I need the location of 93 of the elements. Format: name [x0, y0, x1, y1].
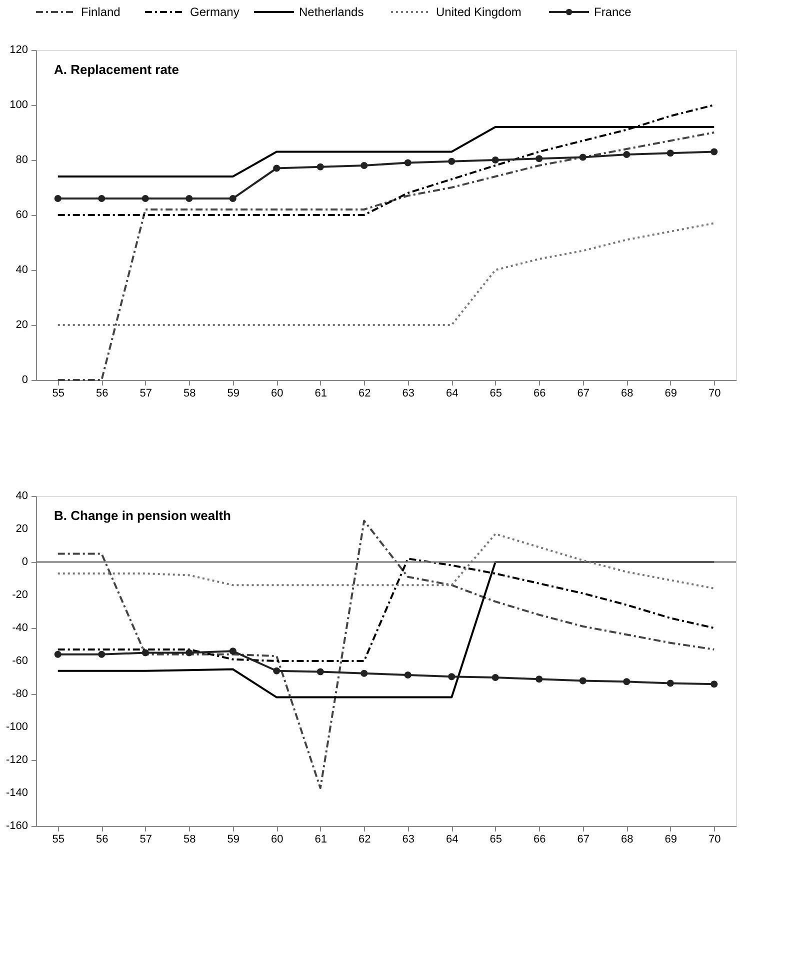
x-tick-label: 70 — [708, 388, 721, 400]
point — [710, 148, 718, 156]
y-tick-label: 120 — [10, 44, 28, 56]
x-tick-label: 63 — [402, 834, 414, 846]
x-tick-label: 57 — [140, 834, 152, 846]
point — [273, 667, 280, 674]
point — [536, 676, 543, 683]
x-tick-label: 59 — [227, 388, 240, 400]
point — [448, 673, 456, 680]
y-tick-label: 0 — [22, 556, 28, 568]
point — [316, 163, 324, 170]
point — [666, 680, 674, 687]
point — [316, 668, 324, 676]
x-tick-label: 56 — [96, 388, 108, 400]
point — [98, 650, 106, 658]
line-series — [56, 132, 716, 381]
point — [273, 164, 280, 172]
point — [404, 159, 412, 166]
x-tick-label: 57 — [140, 388, 152, 400]
point — [186, 649, 193, 656]
point — [142, 194, 149, 202]
x-tick-label: 68 — [621, 834, 634, 846]
x-tick-label: 68 — [621, 388, 634, 400]
x-tick-label: 65 — [490, 834, 502, 846]
x-tick-label: 62 — [358, 834, 371, 846]
x-tick-label: 65 — [490, 388, 502, 400]
point — [492, 674, 499, 682]
x-tick-label: 62 — [358, 388, 371, 400]
point — [360, 162, 368, 170]
legend-label: France — [594, 5, 632, 19]
point — [54, 194, 62, 202]
y-tick-label: -40 — [12, 622, 28, 634]
x-tick-label: 55 — [52, 834, 64, 846]
x-tick-label: 58 — [184, 388, 196, 400]
y-tick-label: -100 — [6, 721, 28, 733]
annotation: A. Replacement rate — [54, 62, 179, 77]
point — [142, 649, 149, 656]
point — [579, 154, 586, 161]
x-tick-label: 63 — [402, 388, 414, 400]
y-tick-label: -60 — [12, 655, 28, 667]
y-tick-label: 20 — [16, 523, 28, 535]
x-tick-label: 66 — [534, 388, 546, 400]
x-tick-label: 70 — [708, 834, 721, 846]
y-tick-label: 20 — [16, 319, 28, 331]
point — [710, 680, 718, 688]
point — [448, 158, 456, 165]
point — [404, 671, 412, 679]
y-tick-label: 0 — [22, 374, 28, 386]
point — [623, 150, 630, 158]
legend-label: United Kingdom — [436, 5, 522, 19]
x-tick-label: 60 — [271, 834, 284, 846]
x-tick-label: 56 — [96, 834, 108, 846]
x-tick-label: 61 — [314, 834, 327, 846]
legend-label: Netherlands — [299, 5, 364, 19]
annotation: B. Change in pension wealth — [54, 508, 232, 523]
line-series — [56, 222, 716, 326]
point — [229, 194, 236, 202]
legend-label: Germany — [190, 5, 240, 19]
y-tick-label: 100 — [10, 99, 28, 111]
x-tick-label: 67 — [577, 834, 590, 846]
line-series — [56, 561, 716, 698]
point — [623, 678, 630, 686]
point — [360, 670, 368, 677]
y-tick-label: 40 — [16, 264, 28, 276]
y-tick-label: 40 — [16, 490, 28, 502]
y-tick-label: -120 — [6, 754, 28, 766]
x-tick-label: 64 — [446, 834, 458, 846]
x-tick-label: 55 — [52, 388, 64, 400]
x-tick-label: 60 — [271, 388, 284, 400]
y-tick-label: 80 — [16, 154, 28, 166]
y-tick-label: -80 — [12, 688, 28, 700]
legend-label: Finland — [81, 5, 120, 19]
line-series — [56, 104, 716, 216]
x-tick-label: 58 — [184, 834, 196, 846]
point — [54, 650, 62, 658]
y-tick-label: -160 — [6, 820, 28, 832]
x-tick-label: 59 — [227, 834, 240, 846]
x-tick-label: 66 — [534, 834, 546, 846]
x-tick-label: 69 — [664, 388, 677, 400]
point — [492, 156, 499, 164]
point — [98, 194, 106, 202]
y-tick-label: 60 — [16, 209, 28, 221]
point — [536, 155, 543, 162]
point — [579, 677, 586, 684]
x-tick-label: 67 — [577, 388, 590, 400]
point — [186, 194, 193, 202]
point — [229, 648, 236, 655]
x-tick-label: 69 — [664, 834, 677, 846]
y-tick-label: -20 — [12, 589, 28, 601]
point — [666, 150, 674, 157]
y-tick-label: -140 — [6, 787, 28, 799]
x-tick-label: 64 — [446, 388, 458, 400]
x-tick-label: 61 — [314, 388, 327, 400]
